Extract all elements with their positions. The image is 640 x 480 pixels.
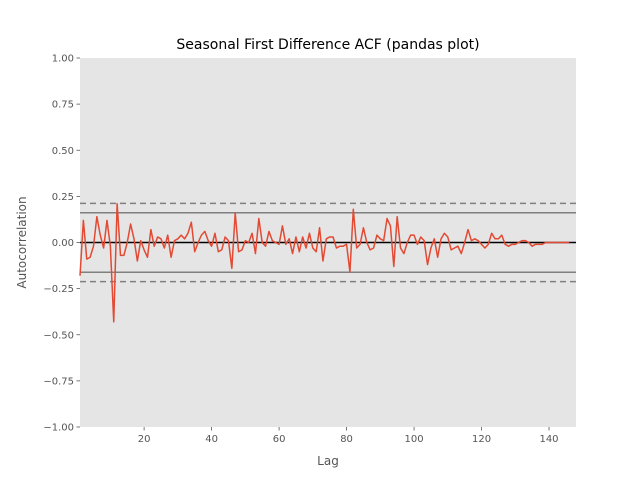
x-tick-label: 20: [138, 434, 151, 445]
x-axis-ticks: 20 40 60 80 100 120 140: [138, 427, 559, 445]
y-tick-label: 0.50: [52, 146, 74, 157]
series-layer: [79, 203, 570, 323]
x-tick-label: 100: [404, 434, 423, 445]
x-tick-label: 40: [205, 434, 218, 445]
chart-title: Seasonal First Difference ACF (pandas pl…: [176, 37, 479, 53]
y-axis-label: Autocorrelation: [15, 196, 29, 288]
y-tick-label: 0.00: [52, 238, 74, 249]
y-tick-label: −0.25: [43, 284, 74, 295]
y-tick-label: 0.25: [52, 192, 74, 203]
y-tick-label: −0.50: [43, 330, 74, 341]
y-tick-label: 0.75: [52, 100, 74, 111]
acf-series-line-0: [79, 203, 570, 323]
y-tick-label: 1.00: [52, 54, 74, 65]
x-axis-label: Lag: [317, 454, 339, 468]
x-tick-label: 80: [340, 434, 353, 445]
x-tick-label: 140: [539, 434, 558, 445]
x-tick-label: 60: [273, 434, 286, 445]
y-tick-label: −0.75: [43, 376, 74, 387]
y-axis-ticks: −1.00 −0.75 −0.50 −0.25 0.00 0.25 0.50 0.75 1.00: [43, 54, 80, 434]
x-tick-label: 120: [472, 434, 491, 445]
confidence-bands: [80, 202, 576, 283]
y-tick-label: −1.00: [43, 423, 74, 434]
